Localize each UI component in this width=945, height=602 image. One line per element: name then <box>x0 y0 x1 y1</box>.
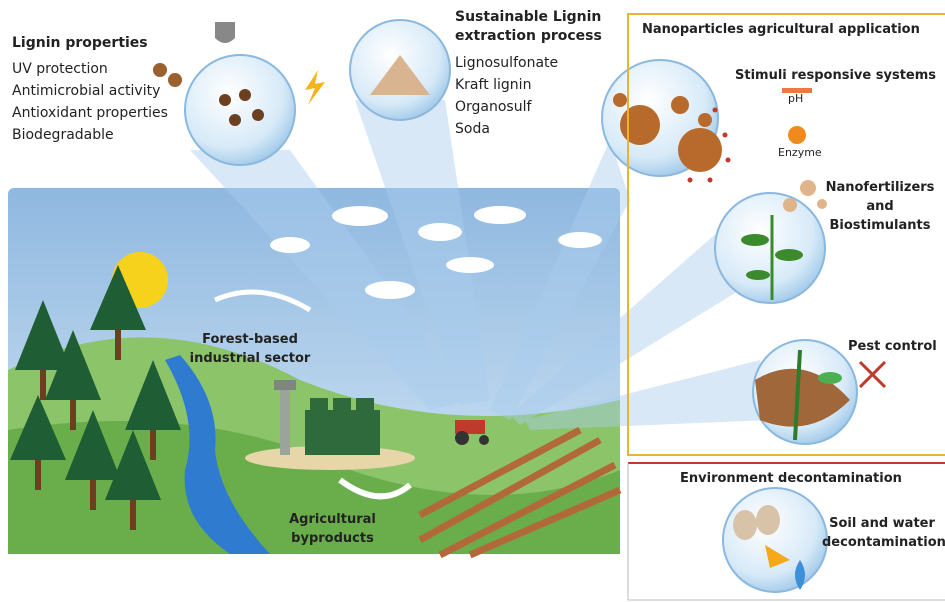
nanofertilizers-label: Nanofertilizers and Biostimulants <box>825 178 935 235</box>
enzyme-label: Enzyme <box>778 146 822 160</box>
diagram: Lignin properties UV protection Antimicr… <box>0 0 945 602</box>
byproducts-label: Agricultural byproducts <box>280 510 385 548</box>
pest-control-label: Pest control <box>848 337 937 356</box>
ph-label: pH <box>788 92 803 106</box>
lignin-item: UV protection <box>12 58 108 80</box>
extraction-item: Kraft lignin <box>455 74 531 96</box>
lignin-item: Biodegradable <box>12 124 114 146</box>
lignin-item: Antimicrobial activity <box>12 80 160 102</box>
stimuli-label: Stimuli responsive systems <box>735 66 936 85</box>
lignin-title: Lignin properties <box>12 34 148 53</box>
nano-title: Nanoparticles agricultural application <box>642 20 920 39</box>
soil-water-label: Soil and water decontamination <box>822 514 942 552</box>
lignin-item: Antioxidant properties <box>12 102 168 124</box>
extraction-item: Soda <box>455 118 490 140</box>
environment-title: Environment decontamination <box>680 469 902 488</box>
extraction-item: Lignosulfonate <box>455 52 558 74</box>
enzyme-icon <box>788 126 806 144</box>
extraction-item: Organosulf <box>455 96 531 118</box>
forest-sector-label: Forest-based industrial sector <box>185 330 315 368</box>
extraction-title: Sustainable Lignin extraction process <box>455 8 605 46</box>
